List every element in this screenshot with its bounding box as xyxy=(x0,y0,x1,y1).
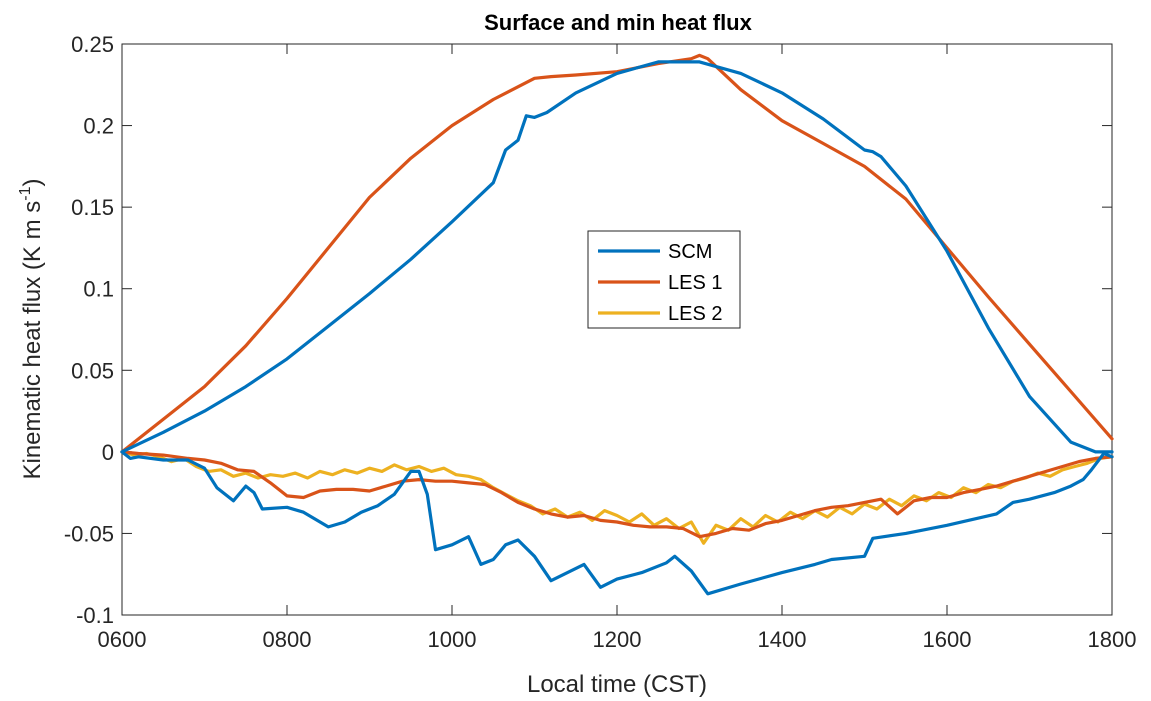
plot-area xyxy=(121,43,1113,616)
y-tick-label: 0.2 xyxy=(83,114,114,139)
x-tick-label: 1200 xyxy=(593,627,642,652)
legend-label: SCM xyxy=(668,241,712,263)
x-tick-label: 0800 xyxy=(263,627,312,652)
series-line-les-1-min xyxy=(120,450,1114,539)
series-line-scm-min xyxy=(120,450,1114,596)
x-tick-label: 1800 xyxy=(1088,627,1137,652)
legend-label: LES 2 xyxy=(668,303,722,325)
axis-ticks: 0600 0800 1000 1200 1400 1600 1800 -0.1 -0.05 0 0.… xyxy=(64,32,1137,652)
series-line-scm-surface xyxy=(120,60,1114,454)
x-tick-label: 1400 xyxy=(758,627,807,652)
chart-title: Surface and min heat flux xyxy=(484,10,752,35)
y-axis-label-superscript: -1 xyxy=(17,186,34,200)
y-tick-label: 0.1 xyxy=(83,277,114,302)
y-tick-label: -0.1 xyxy=(76,603,114,628)
y-axis-label-close: ) xyxy=(19,179,46,187)
x-tick-label: 0600 xyxy=(98,627,147,652)
x-axis-label: Local time (CST) xyxy=(527,671,707,698)
y-tick-label: 0.05 xyxy=(71,358,114,383)
series-layer xyxy=(120,53,1114,596)
legend: SCM LES 1 LES 2 xyxy=(587,230,741,329)
y-tick-label: 0.15 xyxy=(71,195,114,220)
x-tick-label: 1600 xyxy=(923,627,972,652)
y-tick-label: 0 xyxy=(102,440,114,465)
y-axis-label: Kinematic heat flux (K m s-1) xyxy=(17,179,46,480)
y-tick-label: -0.05 xyxy=(64,521,114,546)
legend-label: LES 1 xyxy=(668,272,722,294)
x-tick-label: 1000 xyxy=(428,627,477,652)
y-tick-label: 0.25 xyxy=(71,32,114,57)
y-axis-label-main: Kinematic heat flux (K m s xyxy=(19,201,46,480)
